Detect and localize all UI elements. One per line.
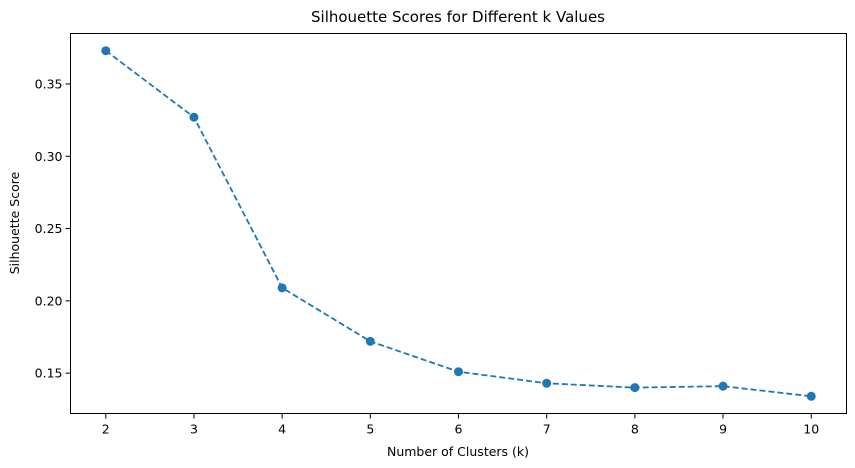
- x-tick-label: 3: [190, 422, 198, 437]
- x-axis-label: Number of Clusters (k): [387, 444, 529, 459]
- x-tick-label: 5: [366, 422, 374, 437]
- plot-area: [101, 46, 816, 401]
- data-point: [101, 46, 111, 56]
- x-tick-label: 10: [803, 422, 819, 437]
- x-tick-label: 2: [102, 422, 110, 437]
- data-point: [806, 391, 816, 401]
- series-line: [105, 49, 812, 398]
- x-tick-label: 9: [719, 422, 727, 437]
- x-axis: 2 3 4 5 6 7 8 9 10: [102, 413, 819, 437]
- data-point: [454, 367, 463, 377]
- data-point: [630, 383, 640, 393]
- data-point: [365, 336, 375, 346]
- x-tick-label: 8: [631, 422, 639, 437]
- y-tick-label: 0.20: [35, 293, 63, 308]
- x-tick-label: 7: [543, 422, 551, 437]
- x-tick-label: 6: [455, 422, 463, 437]
- y-axis-label: Silhouette Score: [7, 171, 22, 274]
- data-point: [718, 381, 728, 391]
- y-tick-label: 0.35: [35, 76, 63, 91]
- y-tick-label: 0.30: [35, 149, 63, 164]
- y-tick-label: 0.15: [35, 366, 63, 381]
- data-point: [189, 112, 199, 122]
- data-point: [542, 378, 552, 388]
- plot-frame: [70, 33, 847, 414]
- chart-title: Silhouette Scores for Different k Values: [311, 8, 605, 26]
- data-point: [277, 283, 287, 293]
- y-tick-label: 0.25: [35, 221, 63, 236]
- x-tick-label: 4: [278, 422, 286, 437]
- y-axis: 0.15 0.20 0.25 0.30 0.35: [35, 76, 71, 381]
